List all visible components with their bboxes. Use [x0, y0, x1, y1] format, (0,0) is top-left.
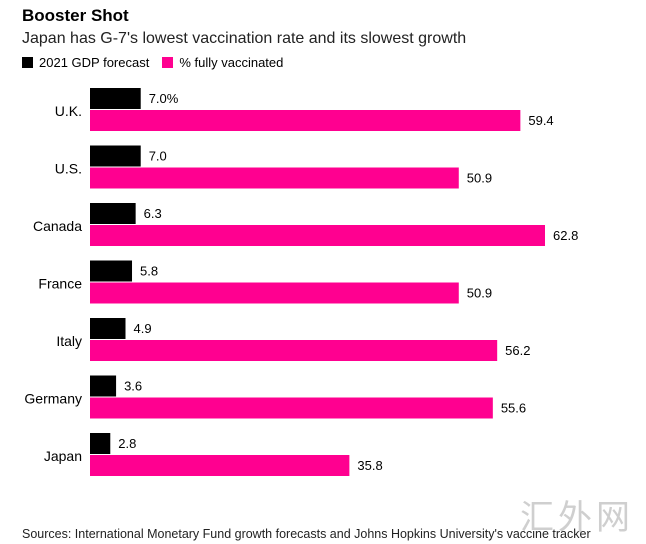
bar-vaccinated-italy — [90, 340, 498, 361]
legend-label-vaccinated: % fully vaccinated — [179, 55, 284, 70]
category-label-japan: Japan — [44, 448, 82, 464]
value-label-gdp-u-k: 7.0% — [149, 91, 179, 106]
value-label-vaccinated-canada: 62.8 — [553, 228, 578, 243]
legend-item-vaccinated: % fully vaccinated — [162, 55, 283, 70]
bar-vaccinated-u-k — [90, 110, 521, 131]
value-label-gdp-germany: 3.6 — [124, 379, 142, 394]
bar-vaccinated-canada — [90, 225, 545, 246]
value-label-vaccinated-japan: 35.8 — [357, 458, 382, 473]
legend-item-gdp: 2021 GDP forecast — [22, 55, 149, 70]
value-label-vaccinated-germany: 55.6 — [501, 401, 526, 416]
legend-label-gdp: 2021 GDP forecast — [39, 55, 150, 70]
category-label-france: France — [38, 276, 82, 292]
bar-vaccinated-germany — [90, 397, 493, 419]
category-label-italy: Italy — [56, 333, 82, 349]
category-label-u-s: U.S. — [55, 161, 82, 177]
bar-gdp-france — [90, 260, 133, 282]
bar-vaccinated-u-s — [90, 167, 459, 189]
bar-gdp-japan — [90, 433, 111, 454]
bar-vaccinated-japan — [90, 455, 350, 476]
value-label-vaccinated-u-s: 50.9 — [467, 171, 492, 186]
legend-swatch-vaccinated — [162, 57, 174, 68]
value-label-vaccinated-italy: 56.2 — [505, 343, 530, 358]
bar-vaccinated-france — [90, 282, 459, 304]
chart-title: Booster Shot — [22, 6, 129, 25]
value-label-vaccinated-u-k: 59.4 — [528, 113, 553, 128]
category-label-germany: Germany — [24, 391, 82, 407]
source-note: Sources: International Monetary Fund gro… — [22, 527, 591, 541]
chart-subtitle: Japan has G-7's lowest vaccination rate … — [22, 30, 467, 47]
bar-gdp-u-s — [90, 145, 141, 167]
value-label-gdp-france: 5.8 — [140, 264, 158, 279]
category-label-canada: Canada — [33, 218, 82, 234]
legend-swatch-gdp — [22, 57, 33, 68]
value-label-gdp-japan: 2.8 — [118, 436, 136, 451]
bar-gdp-germany — [90, 375, 117, 397]
value-label-gdp-italy: 4.9 — [134, 321, 152, 336]
value-label-vaccinated-france: 50.9 — [467, 286, 492, 301]
value-label-gdp-canada: 6.3 — [144, 206, 162, 221]
bar-gdp-u-k — [90, 88, 141, 109]
category-label-u-k: U.K. — [55, 103, 82, 119]
bar-gdp-italy — [90, 318, 126, 339]
watermark: 汇外网 — [520, 498, 634, 538]
legend: 2021 GDP forecast % fully vaccinated — [22, 55, 296, 70]
bar-gdp-canada — [90, 203, 136, 224]
value-label-gdp-u-s: 7.0 — [149, 149, 167, 164]
